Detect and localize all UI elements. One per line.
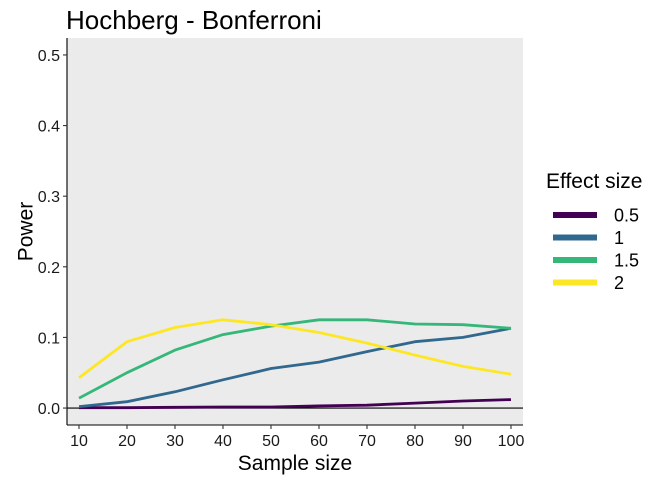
legend-label-0: 0.5 [614,206,639,226]
x-tick-label: 50 [262,433,280,450]
x-tick-label: 30 [166,433,184,450]
series-layer [78,318,512,410]
x-tick-label: 20 [118,433,136,450]
y-tick-label: 0.5 [38,48,60,65]
series-line-3 [78,318,512,379]
y-tick-label: 0.1 [38,330,60,347]
y-axis-title: Power [14,202,37,262]
y-tick-label: 0.0 [38,401,60,418]
x-axis-title: Sample size [238,452,352,475]
x-tick-label: 10 [70,433,88,450]
y-tick-label: 0.4 [38,119,60,136]
y-tick-label: 0.3 [38,189,60,206]
series-line-0 [79,398,512,410]
x-axis-ticks: 10 20 30 40 50 60 70 80 90 100 [70,425,524,450]
legend-label-2: 1.5 [614,251,639,271]
series-line-1 [78,326,512,408]
series-line-2 [78,318,512,400]
legend-label-1: 1 [614,228,624,248]
axes [66,38,523,426]
y-axis-ticks: 0.0 0.1 0.2 0.3 0.4 0.5 [38,48,67,418]
legend: Effect size 0.51 1.52 [546,170,643,293]
x-tick-label: 60 [310,433,328,450]
x-tick-label: 40 [214,433,232,450]
x-tick-label: 100 [498,433,525,450]
x-tick-label: 90 [454,433,472,450]
y-tick-label: 0.2 [38,260,60,277]
legend-label-3: 2 [614,273,624,293]
x-tick-label: 70 [358,433,376,450]
x-tick-label: 80 [406,433,424,450]
plot-panel [67,38,523,425]
chart-title: Hochberg - Bonferroni [66,5,322,35]
legend-title: Effect size [546,170,643,193]
legend-items: 0.51 1.52 [553,206,639,293]
